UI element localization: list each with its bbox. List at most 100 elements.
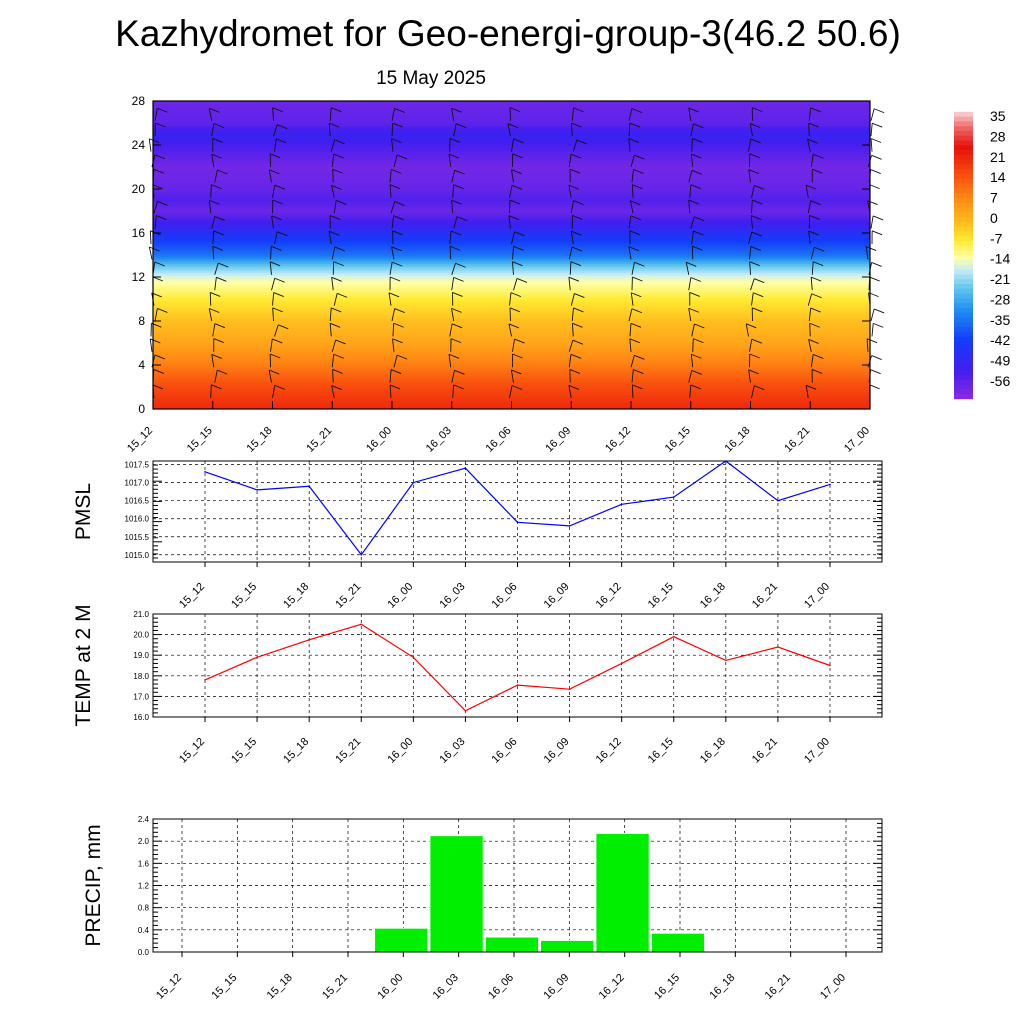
wind-barb bbox=[452, 384, 455, 399]
wind-barb-flag bbox=[809, 215, 820, 220]
colorbar-segment bbox=[954, 260, 973, 266]
wind-barb-flag bbox=[277, 231, 288, 237]
heatmap-y-tick-label: 0 bbox=[138, 402, 145, 416]
wind-barb bbox=[628, 123, 631, 137]
wind-barb-flag bbox=[149, 138, 160, 144]
precip-x-tick-label: 15_21 bbox=[320, 972, 350, 1002]
wind-barb bbox=[392, 338, 395, 352]
wind-barb bbox=[272, 185, 276, 198]
wind-barb bbox=[270, 338, 273, 352]
colorbar-segment bbox=[954, 116, 973, 122]
wind-barb bbox=[570, 231, 574, 245]
heatmap-cell bbox=[153, 151, 870, 155]
temp-x-tick-label: 17_00 bbox=[802, 736, 832, 766]
wind-barb bbox=[513, 278, 518, 291]
pmsl-data-point bbox=[256, 489, 258, 491]
heatmap-cell bbox=[153, 212, 870, 216]
heatmap-cell bbox=[153, 309, 870, 313]
heatmap-cell bbox=[153, 265, 870, 269]
wind-barb bbox=[272, 107, 274, 121]
wind-barb bbox=[807, 200, 812, 214]
colorbar-segment bbox=[954, 126, 973, 132]
heatmap-cell bbox=[153, 135, 870, 139]
wind-barb-flag bbox=[329, 122, 340, 128]
wind-barb-flag bbox=[154, 261, 166, 267]
precip-y-tick-label: 2.4 bbox=[138, 815, 150, 824]
wind-barb-flag bbox=[393, 215, 404, 221]
temp-y-tick-label: 19.0 bbox=[133, 651, 149, 660]
temp-x-tick-label: 16_09 bbox=[542, 736, 572, 766]
heatmap-x-tick-label: 16_15 bbox=[663, 425, 693, 455]
wind-barb-flag bbox=[569, 168, 581, 174]
wind-barb bbox=[748, 231, 753, 245]
wind-barb bbox=[628, 108, 633, 121]
wind-barb bbox=[451, 263, 456, 275]
wind-barb bbox=[272, 385, 276, 399]
wind-barb-flag bbox=[269, 169, 280, 175]
wind-barb-flag bbox=[217, 369, 228, 375]
heatmap-cell bbox=[153, 129, 870, 133]
temp-x-tick-label: 16_15 bbox=[646, 736, 676, 766]
heatmap-x-tick-label: 17_00 bbox=[842, 425, 872, 455]
wind-barb-flag bbox=[389, 276, 401, 282]
wind-barb bbox=[568, 154, 572, 168]
wind-barb bbox=[210, 184, 212, 198]
heatmap-cell bbox=[153, 157, 870, 161]
heatmap-cell bbox=[153, 366, 870, 370]
temp-x-tick-label: 16_06 bbox=[490, 736, 520, 766]
wind-barb-flag bbox=[455, 123, 467, 129]
wind-barb-flag bbox=[513, 138, 524, 144]
wind-barb-flag bbox=[814, 246, 825, 252]
wind-barb-flag bbox=[811, 293, 822, 299]
wind-barb bbox=[568, 185, 572, 198]
wind-barb-flag bbox=[269, 261, 281, 267]
heatmap-cell bbox=[153, 391, 870, 394]
wind-barb bbox=[211, 216, 216, 229]
wind-barb bbox=[154, 215, 157, 229]
wind-barb-flag bbox=[276, 138, 287, 144]
colorbar-tick-label: -35 bbox=[990, 312, 1010, 328]
wind-barb-flag bbox=[213, 123, 225, 128]
wind-barb bbox=[508, 323, 512, 337]
wind-barb bbox=[631, 262, 635, 275]
wind-barb bbox=[331, 354, 335, 368]
colorbar-segment bbox=[954, 121, 973, 127]
heatmap-cell bbox=[153, 164, 870, 168]
wind-barb bbox=[568, 277, 571, 291]
precip-bar bbox=[595, 832, 650, 953]
wind-barb-flag bbox=[632, 276, 643, 282]
pmsl-y-tick-label: 1016.0 bbox=[125, 515, 150, 524]
wind-barb bbox=[148, 246, 153, 260]
pmsl-data-point bbox=[829, 483, 831, 486]
colorbar-segment bbox=[954, 140, 973, 146]
heatmap-cell bbox=[153, 113, 870, 117]
wind-barb bbox=[568, 354, 572, 368]
wind-barb bbox=[449, 323, 453, 337]
precip-bar bbox=[374, 927, 429, 953]
wind-barb-flag bbox=[871, 154, 882, 160]
temp-frame bbox=[152, 613, 883, 718]
heatmap-cell bbox=[153, 296, 870, 300]
wind-barb-flag bbox=[278, 324, 289, 330]
heatmap-y-tick-label: 8 bbox=[138, 314, 145, 328]
heatmap-cell bbox=[153, 316, 870, 320]
wind-barb-flag bbox=[456, 216, 468, 222]
wind-barb bbox=[388, 292, 392, 306]
temp-data-point bbox=[777, 646, 779, 648]
heatmap-cell bbox=[153, 190, 870, 194]
precip-y-tick-label: 2.0 bbox=[138, 837, 150, 846]
colorbar-segment bbox=[954, 231, 973, 237]
wind-barb-flag bbox=[513, 245, 524, 251]
wind-barb bbox=[690, 153, 694, 168]
wind-barb-flag bbox=[209, 199, 220, 205]
wind-barb bbox=[807, 293, 813, 306]
wind-barb bbox=[208, 108, 213, 121]
wind-barb-flag bbox=[693, 123, 704, 129]
wind-barb bbox=[690, 354, 694, 368]
heatmap-cell bbox=[153, 206, 870, 210]
wind-barb-flag bbox=[690, 277, 702, 282]
wind-barb-flag bbox=[694, 216, 705, 222]
heatmap-cell bbox=[153, 336, 870, 339]
precip-panel: 0.0 0.4 0.8 1.2 1.6 2.0 2.4 15_12 15_15 15_18 15_2… bbox=[82, 815, 883, 1002]
pmsl-x-tick-label: 17_00 bbox=[802, 581, 832, 611]
